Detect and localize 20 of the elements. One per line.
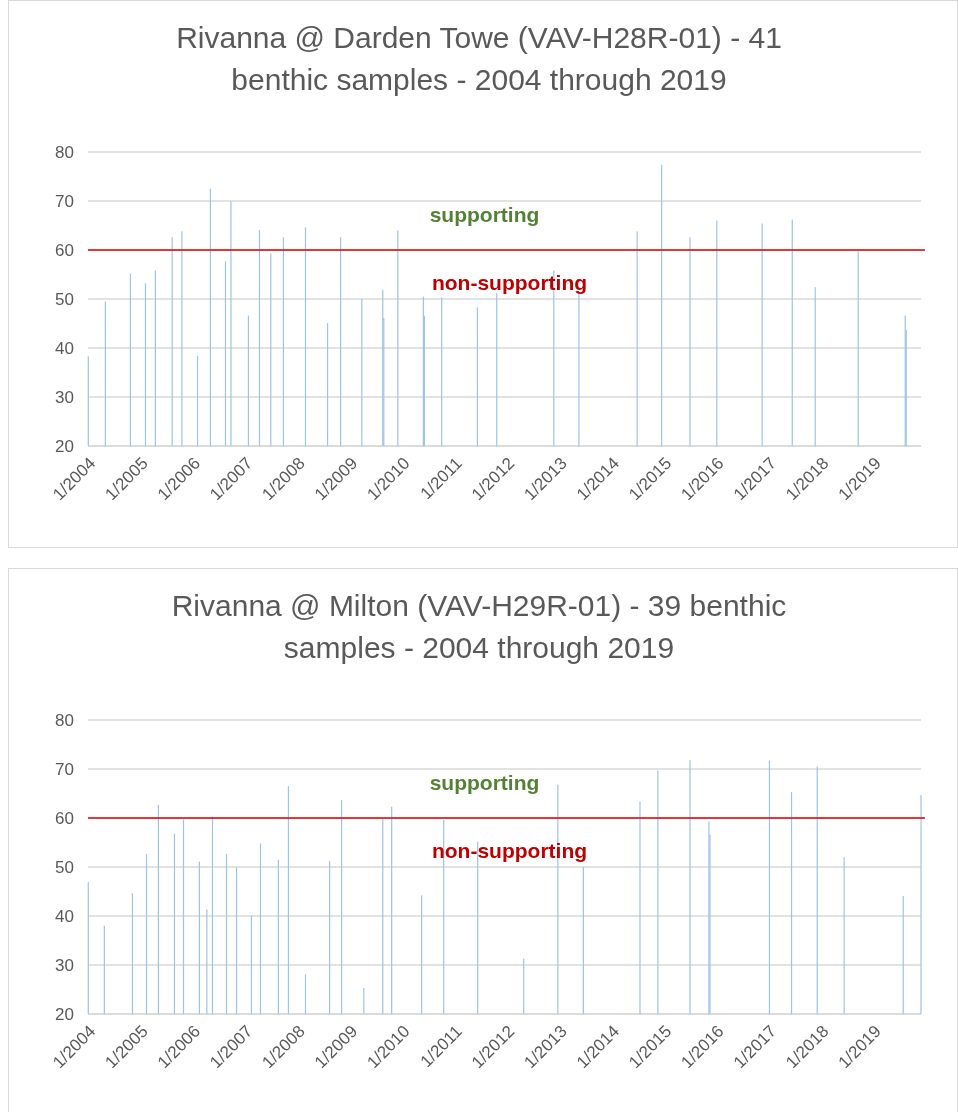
y-tick-label: 20 [55, 1004, 74, 1024]
y-tick-label: 60 [55, 808, 74, 828]
annotation: non-supporting [431, 839, 588, 863]
y-tick-label: 60 [55, 240, 74, 260]
y-tick-label: 70 [55, 759, 74, 779]
y-tick-label: 50 [55, 857, 74, 877]
annotation: supporting [429, 771, 540, 795]
annotation: non-supporting [431, 271, 588, 295]
y-tick-label: 20 [55, 436, 74, 456]
y-tick-label: 30 [55, 955, 74, 975]
chart-title: Rivanna @ Darden Towe (VAV-H28R-01) - 41 benthic samples - 2004 through 2019 [175, 20, 783, 98]
chart-title: Rivanna @ Milton (VAV-H29R-01) - 39 benthic samples - 2004 through 2019 [170, 588, 788, 666]
y-tick-label: 40 [55, 338, 74, 358]
annotation: supporting [429, 203, 540, 227]
y-tick-label: 80 [55, 710, 74, 730]
y-tick-label: 80 [55, 142, 74, 162]
y-tick-label: 50 [55, 289, 74, 309]
y-tick-label: 40 [55, 906, 74, 926]
y-tick-label: 70 [55, 191, 74, 211]
y-tick-label: 30 [55, 387, 74, 407]
